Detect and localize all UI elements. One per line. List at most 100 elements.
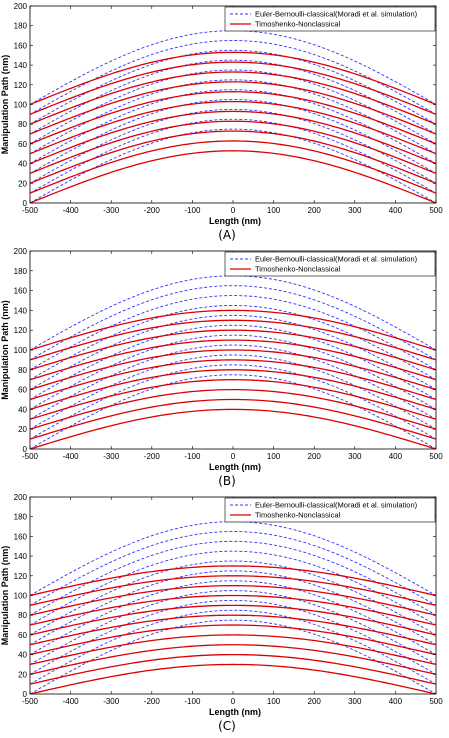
x-tick-label: -500 bbox=[22, 452, 39, 461]
x-tick-label: -500 bbox=[22, 206, 39, 215]
y-tick-label: 200 bbox=[14, 247, 28, 256]
x-tick-label: -400 bbox=[63, 452, 80, 461]
euler-bernoulli-curve-10 bbox=[29, 531, 437, 606]
euler-bernoulli-curve-7 bbox=[29, 69, 437, 145]
y-tick-label: 120 bbox=[14, 572, 28, 581]
timoshenko-curve-1 bbox=[29, 663, 437, 695]
legend-entry: Euler-Bernoulli-classical(Moradi et al. … bbox=[255, 501, 418, 510]
chart-panel-1: -500 -400 -300 -200 -100 0 100 200 300 400 500 0 20 4… bbox=[0, 2, 443, 242]
euler-bernoulli-curve-4 bbox=[29, 344, 437, 420]
euler-bernoulli-curve-3 bbox=[29, 599, 437, 675]
euler-bernoulli-curve-9 bbox=[29, 49, 437, 125]
y-tick-label: 0 bbox=[23, 199, 28, 208]
y-tick-label: 100 bbox=[14, 101, 28, 110]
euler-bernoulli-curve-11 bbox=[29, 30, 437, 105]
timoshenko-curve-2 bbox=[29, 653, 437, 685]
y-axis-label: Manipulation Path (nm) bbox=[0, 300, 10, 400]
legend-entry: Euler-Bernoulli-classical(Moradi et al. … bbox=[255, 10, 418, 19]
y-tick-label: 140 bbox=[14, 306, 28, 315]
euler-bernoulli-curve-1 bbox=[29, 619, 437, 695]
euler-bernoulli-curve-9 bbox=[29, 540, 437, 616]
x-tick-label: 100 bbox=[267, 206, 281, 215]
timoshenko-curve-1 bbox=[29, 408, 437, 450]
timoshenko-curve-8 bbox=[29, 339, 437, 381]
euler-bernoulli-curve-3 bbox=[29, 108, 437, 184]
euler-bernoulli-curve-2 bbox=[29, 609, 437, 685]
x-tick-label: -200 bbox=[144, 697, 161, 706]
euler-bernoulli-curve-3 bbox=[29, 354, 437, 430]
legend-entry: Euler-Bernoulli-classical(Moradi et al. … bbox=[255, 255, 418, 264]
x-tick-label: 400 bbox=[389, 206, 403, 215]
x-tick-label: 400 bbox=[389, 452, 403, 461]
timoshenko-curve-4 bbox=[29, 634, 437, 666]
y-tick-label: 140 bbox=[14, 61, 28, 70]
y-tick-label: 20 bbox=[18, 425, 27, 434]
timoshenko-curve-3 bbox=[29, 644, 437, 675]
y-tick-label: 20 bbox=[18, 179, 27, 188]
y-tick-label: 160 bbox=[14, 287, 28, 296]
legend-entry: Timoshenko-Nonclassical bbox=[255, 511, 341, 520]
panel-label: (C) bbox=[218, 719, 236, 733]
x-tick-label: 300 bbox=[348, 206, 362, 215]
timoshenko-curve-1 bbox=[29, 150, 437, 204]
euler-bernoulli-curve-9 bbox=[29, 295, 437, 371]
timoshenko-curve-4 bbox=[29, 120, 437, 175]
euler-bernoulli-curve-4 bbox=[29, 99, 437, 174]
timoshenko-curve-5 bbox=[29, 110, 437, 165]
timoshenko-curve-6 bbox=[29, 614, 437, 646]
legend-box bbox=[224, 251, 436, 277]
y-axis-label: Manipulation Path (nm) bbox=[0, 55, 10, 155]
timoshenko-curve-10 bbox=[29, 575, 437, 606]
euler-bernoulli-curve-7 bbox=[29, 560, 437, 636]
y-tick-label: 200 bbox=[14, 493, 28, 502]
timoshenko-curve-10 bbox=[29, 319, 437, 361]
x-tick-label: 200 bbox=[308, 452, 322, 461]
timoshenko-curve-3 bbox=[29, 388, 437, 430]
euler-bernoulli-curve-11 bbox=[29, 521, 437, 596]
y-tick-label: 80 bbox=[18, 611, 27, 620]
y-tick-label: 160 bbox=[14, 532, 28, 541]
timoshenko-curve-8 bbox=[29, 81, 437, 135]
x-tick-label: -500 bbox=[22, 697, 39, 706]
y-tick-label: 0 bbox=[23, 690, 28, 699]
euler-bernoulli-curve-11 bbox=[29, 275, 437, 351]
panel-label: (B) bbox=[218, 474, 236, 488]
x-axis-label: Length (nm) bbox=[209, 216, 261, 226]
y-tick-label: 60 bbox=[18, 386, 27, 395]
timoshenko-curve-5 bbox=[29, 369, 437, 411]
y-tick-label: 60 bbox=[18, 140, 27, 149]
timoshenko-curve-4 bbox=[29, 379, 437, 420]
legend-box bbox=[224, 6, 436, 32]
euler-bernoulli-curve-6 bbox=[29, 324, 437, 400]
y-tick-label: 140 bbox=[14, 552, 28, 561]
x-axis-label: Length (nm) bbox=[209, 462, 261, 472]
euler-bernoulli-curve-5 bbox=[29, 89, 437, 164]
y-tick-label: 180 bbox=[14, 513, 28, 522]
x-tick-label: -400 bbox=[63, 697, 80, 706]
timoshenko-curve-11 bbox=[29, 565, 437, 597]
y-tick-label: 80 bbox=[18, 120, 27, 129]
y-tick-label: 180 bbox=[14, 22, 28, 31]
y-tick-label: 100 bbox=[14, 592, 28, 601]
x-tick-label: 300 bbox=[348, 452, 362, 461]
x-tick-label: 500 bbox=[429, 452, 443, 461]
y-tick-label: 40 bbox=[18, 405, 27, 414]
timoshenko-curve-7 bbox=[29, 349, 437, 391]
euler-bernoulli-curve-8 bbox=[29, 304, 437, 381]
y-tick-label: 200 bbox=[14, 2, 28, 11]
y-tick-label: 120 bbox=[14, 81, 28, 90]
timoshenko-curve-11 bbox=[29, 309, 437, 351]
x-tick-label: -200 bbox=[144, 452, 161, 461]
legend-entry: Timoshenko-Nonclassical bbox=[255, 20, 341, 29]
y-tick-label: 160 bbox=[14, 41, 28, 50]
timoshenko-curve-6 bbox=[29, 359, 437, 401]
euler-bernoulli-curve-5 bbox=[29, 334, 437, 410]
plot-area bbox=[29, 5, 437, 204]
legend-entry: Timoshenko-Nonclassical bbox=[255, 265, 341, 274]
y-tick-label: 80 bbox=[18, 366, 27, 375]
euler-bernoulli-curve-6 bbox=[29, 79, 437, 155]
timoshenko-curve-6 bbox=[29, 100, 437, 155]
x-axis-label: Length (nm) bbox=[209, 707, 261, 717]
x-tick-label: 0 bbox=[231, 206, 236, 215]
timoshenko-curve-5 bbox=[29, 624, 437, 656]
